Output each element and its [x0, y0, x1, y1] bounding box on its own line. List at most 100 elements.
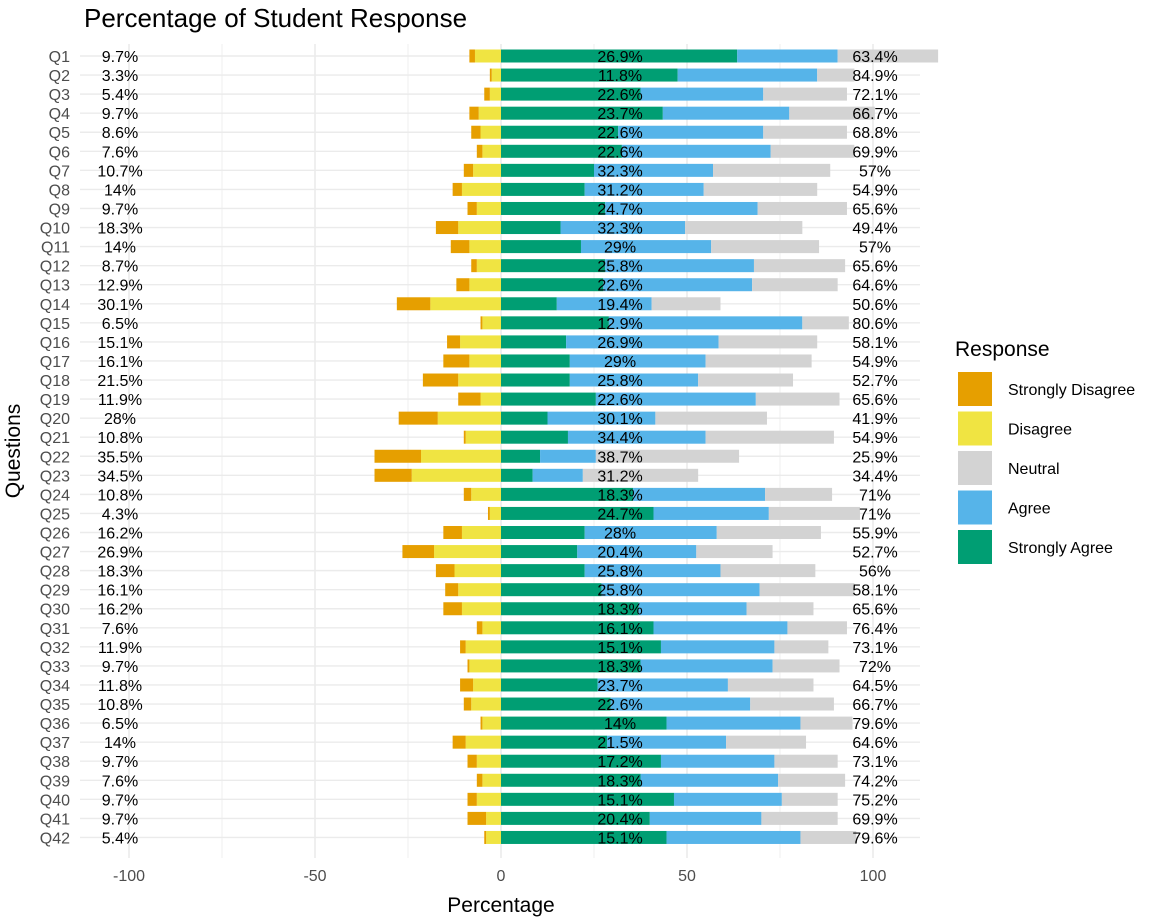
bar-disagree — [471, 697, 501, 711]
bar-neutral — [750, 697, 834, 711]
y-axis-title: Questions — [2, 404, 25, 499]
bar-neutral — [705, 430, 834, 444]
bar-strongly-agree — [501, 221, 561, 235]
bar-neutral — [746, 602, 814, 616]
bar-strongly-disagree — [460, 678, 474, 692]
bar-strongly-disagree — [435, 221, 459, 235]
bar-strongly-disagree — [463, 430, 466, 444]
data-label-center: 30.1% — [597, 411, 642, 428]
data-label-center: 31.2% — [597, 468, 642, 485]
bar-neutral — [759, 583, 855, 597]
data-label-right: 64.6% — [852, 278, 897, 295]
bar-strongly-agree — [501, 545, 578, 559]
data-label-right: 58.1% — [852, 583, 897, 600]
bar-strongly-disagree — [467, 811, 487, 825]
y-tick-label: Q37 — [40, 735, 70, 752]
bar-strongly-disagree — [484, 87, 490, 101]
bar-agree — [560, 221, 686, 235]
data-label-left: 34.5% — [97, 468, 142, 485]
data-label-right: 68.8% — [852, 125, 897, 142]
bar-disagree — [486, 811, 501, 825]
data-label-center: 19.4% — [597, 297, 642, 314]
bar-agree — [580, 240, 712, 254]
bar-disagree — [486, 830, 501, 844]
bar-neutral — [800, 830, 857, 844]
bar-strongly-agree — [501, 640, 661, 654]
data-label-right: 71% — [859, 487, 891, 504]
bar-strongly-agree — [501, 297, 557, 311]
bar-agree — [737, 49, 838, 63]
bar-neutral — [595, 449, 740, 463]
x-tick-label: 50 — [678, 868, 696, 885]
bar-disagree — [465, 430, 501, 444]
bar-agree — [577, 545, 697, 559]
bar-strongly-agree — [501, 506, 654, 520]
bar-strongly-disagree — [476, 773, 483, 787]
bar-neutral — [655, 411, 767, 425]
data-label-right: 41.9% — [852, 411, 897, 428]
data-label-center: 29% — [604, 240, 636, 257]
bar-strongly-agree — [501, 811, 650, 825]
bar-agree — [618, 125, 764, 139]
bar-strongly-disagree — [443, 354, 470, 368]
data-label-right: 56% — [859, 564, 891, 581]
bar-strongly-disagree — [443, 602, 462, 616]
bar-disagree — [465, 640, 501, 654]
bar-neutral — [772, 659, 840, 673]
data-label-center: 21.5% — [597, 735, 642, 752]
bar-agree — [567, 430, 706, 444]
data-label-right: 65.6% — [852, 201, 897, 218]
bar-agree — [566, 335, 719, 349]
bar-agree — [540, 449, 596, 463]
legend-label-strongly-disagree: Strongly Disagree — [1008, 382, 1135, 399]
y-tick-label: Q24 — [40, 487, 70, 504]
data-label-left: 5.4% — [102, 830, 138, 847]
data-label-right: 69.9% — [852, 144, 897, 161]
bar-neutral — [755, 392, 840, 406]
bar-neutral — [789, 106, 875, 120]
data-label-left: 16.1% — [97, 583, 142, 600]
data-label-center: 23.7% — [597, 106, 642, 123]
y-tick-label: Q36 — [40, 716, 70, 733]
y-tick-label: Q15 — [40, 316, 70, 333]
bar-strongly-disagree — [450, 240, 470, 254]
data-label-right: 66.7% — [852, 697, 897, 714]
data-label-right: 34.4% — [852, 468, 897, 485]
bar-strongly-disagree — [463, 697, 472, 711]
y-tick-label: Q30 — [40, 602, 70, 619]
bar-agree — [653, 506, 769, 520]
bar-strongly-disagree — [469, 49, 475, 63]
y-tick-label: Q25 — [40, 506, 70, 523]
data-label-right: 55.9% — [852, 526, 897, 543]
data-label-right: 72% — [859, 659, 891, 676]
bar-neutral — [763, 87, 847, 101]
bar-strongly-agree — [501, 316, 609, 330]
bar-strongly-disagree — [463, 487, 472, 501]
chart-title: Percentage of Student Response — [84, 3, 467, 33]
data-label-left: 35.5% — [97, 449, 142, 466]
bar-disagree — [461, 526, 501, 539]
data-label-left: 9.7% — [102, 792, 138, 809]
bar-neutral — [787, 621, 847, 635]
bar-disagree — [489, 87, 501, 101]
data-label-center: 22.6% — [597, 144, 642, 161]
data-label-center: 29% — [604, 354, 636, 371]
bar-strongly-agree — [501, 564, 585, 578]
bar-strongly-agree — [501, 602, 639, 616]
bar-strongly-disagree — [471, 259, 477, 273]
y-tick-label: Q34 — [40, 678, 70, 695]
data-label-left: 21.5% — [97, 373, 142, 390]
data-label-right: 76.4% — [852, 621, 897, 638]
data-label-left: 9.7% — [102, 49, 138, 66]
bar-agree — [556, 297, 652, 311]
data-label-left: 7.6% — [102, 773, 138, 790]
bar-agree — [597, 678, 728, 692]
bar-disagree — [469, 659, 501, 673]
data-label-center: 32.3% — [597, 163, 642, 180]
bar-disagree — [476, 259, 501, 273]
bar-strongly-agree — [501, 125, 619, 139]
bar-disagree — [482, 716, 501, 730]
legend-label-disagree: Disagree — [1008, 422, 1072, 439]
data-label-left: 16.2% — [97, 526, 142, 543]
